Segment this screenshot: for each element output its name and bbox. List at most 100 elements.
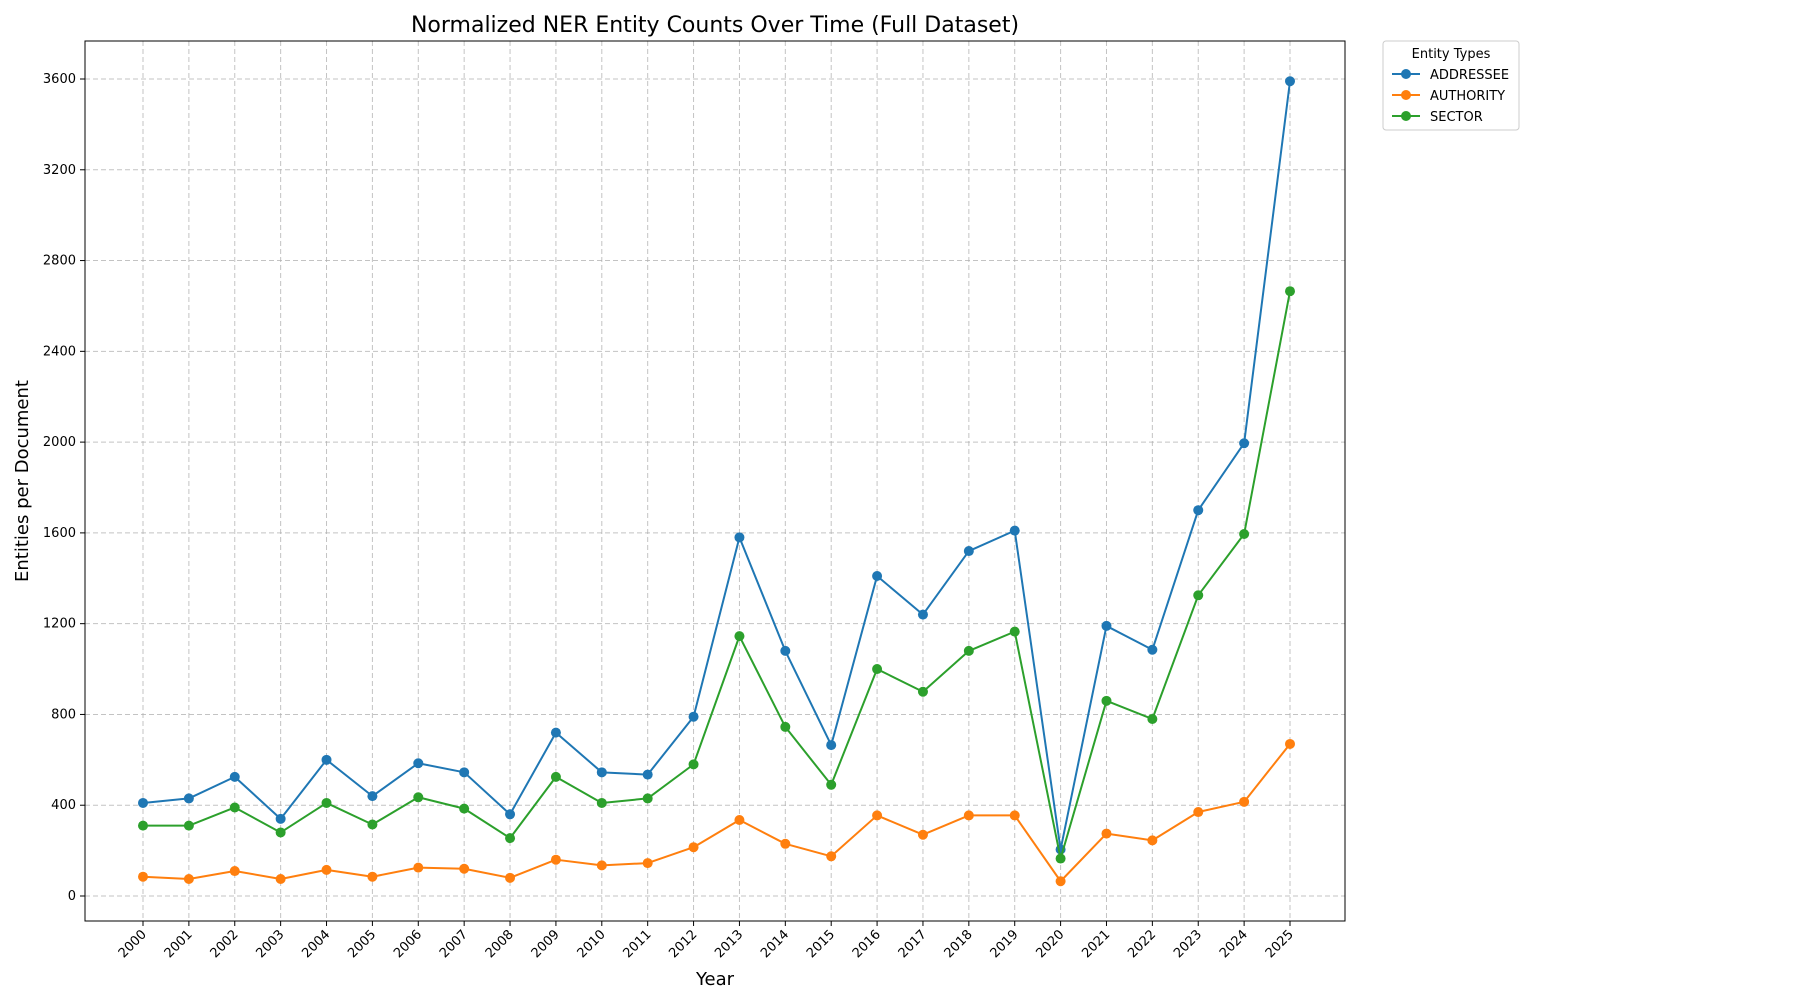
data-point-addressee [917, 609, 928, 620]
x-tick-label: 2025 [1263, 927, 1297, 961]
series-addressee [138, 76, 1295, 855]
data-point-addressee [1147, 644, 1158, 655]
data-point-addressee [734, 532, 745, 543]
y-axis-title: Entities per Document [12, 380, 33, 582]
data-point-authority [1147, 835, 1158, 846]
y-tick-label: 0 [68, 889, 76, 904]
data-point-sector [826, 779, 837, 790]
data-point-addressee [1285, 76, 1295, 87]
data-point-addressee [229, 771, 240, 782]
legend-entry-authority: AUTHORITY [1392, 89, 1505, 104]
x-tick-label: 2024 [1217, 927, 1251, 961]
x-tick-label: 2012 [666, 927, 700, 961]
legend-marker [1401, 90, 1411, 100]
data-point-sector [642, 793, 653, 804]
data-point-addressee [596, 767, 607, 778]
data-point-sector [1285, 286, 1295, 297]
data-point-sector [1147, 713, 1158, 724]
data-point-sector [963, 645, 974, 656]
x-tick-label: 2006 [391, 927, 425, 961]
x-tick-label: 2020 [1033, 927, 1067, 961]
x-tick-label: 2007 [437, 927, 471, 961]
data-point-authority [1101, 828, 1112, 839]
data-point-addressee [275, 813, 286, 824]
legend-entry-addressee: ADDRESSEE [1392, 68, 1509, 83]
data-point-authority [1193, 807, 1204, 818]
data-point-authority [229, 866, 240, 877]
x-tick-label: 2013 [712, 927, 746, 961]
data-point-addressee [1009, 525, 1020, 536]
data-point-authority [1055, 876, 1066, 887]
legend: Entity Types ADDRESSEE AUTHORITY SECTOR [1382, 40, 1520, 131]
data-point-sector [780, 721, 791, 732]
data-point-addressee [826, 740, 837, 751]
data-point-addressee [688, 711, 699, 722]
y-tick-label: 1200 [43, 617, 76, 632]
data-point-addressee [1193, 505, 1204, 516]
data-point-authority [321, 864, 332, 875]
data-point-authority [1239, 796, 1250, 807]
y-tick-label: 2800 [43, 254, 76, 269]
y-tick-label: 2400 [43, 344, 76, 359]
data-point-authority [550, 854, 561, 865]
data-point-sector [688, 759, 699, 770]
y-tick-label: 800 [51, 707, 76, 722]
data-point-authority [780, 838, 791, 849]
x-axis: 2000 2001 2002 2003 2004 2005 2006 2007 2008 2009… [116, 921, 1297, 961]
data-point-sector [917, 686, 928, 697]
data-point-sector [229, 802, 240, 813]
data-point-addressee [459, 767, 470, 778]
x-tick-label: 2000 [116, 927, 150, 961]
data-point-authority [1009, 810, 1020, 821]
x-tick-label: 2010 [575, 927, 609, 961]
legend-label: ADDRESSEE [1430, 68, 1509, 83]
data-point-authority [826, 851, 837, 862]
x-tick-label: 2011 [621, 927, 655, 961]
y-tick-label: 3600 [43, 72, 76, 87]
data-point-authority [1285, 738, 1295, 749]
data-point-sector [872, 664, 883, 675]
series-authority [138, 738, 1295, 887]
data-point-sector [413, 792, 424, 803]
data-point-sector [321, 797, 332, 808]
x-tick-label: 2003 [253, 927, 287, 961]
data-point-addressee [780, 645, 791, 656]
data-point-authority [505, 872, 516, 883]
data-point-authority [275, 873, 286, 884]
data-point-authority [642, 858, 653, 869]
x-tick-label: 2022 [1125, 927, 1159, 961]
x-tick-label: 2021 [1079, 927, 1113, 961]
series-line-sector [143, 291, 1291, 860]
x-tick-label: 2016 [850, 927, 884, 961]
legend-marker [1401, 69, 1411, 79]
data-point-sector [367, 819, 378, 830]
data-point-addressee [138, 797, 148, 808]
data-point-addressee [505, 809, 516, 820]
data-point-authority [183, 873, 194, 884]
x-tick-label: 2015 [804, 927, 838, 961]
x-tick-label: 2023 [1171, 927, 1205, 961]
grid [85, 41, 1345, 921]
data-point-addressee [1101, 620, 1112, 631]
y-tick-label: 2000 [43, 435, 76, 450]
data-point-authority [413, 862, 424, 873]
data-point-addressee [642, 769, 653, 780]
data-point-authority [872, 810, 883, 821]
data-point-sector [275, 827, 286, 838]
chart-title: Normalized NER Entity Counts Over Time (… [411, 13, 1019, 38]
x-tick-label: 2014 [758, 927, 792, 961]
data-point-sector [505, 833, 516, 844]
x-tick-label: 2005 [345, 927, 379, 961]
x-tick-label: 2001 [162, 927, 196, 961]
x-tick-label: 2009 [529, 927, 563, 961]
x-tick-label: 2004 [299, 927, 333, 961]
legend-box [1382, 40, 1520, 131]
legend-entry-sector: SECTOR [1392, 110, 1483, 125]
x-tick-label: 2002 [208, 927, 242, 961]
data-point-authority [367, 871, 378, 882]
data-point-authority [596, 860, 607, 871]
series-line-authority [142, 743, 1291, 883]
data-point-addressee [367, 791, 378, 802]
data-point-sector [138, 820, 148, 831]
